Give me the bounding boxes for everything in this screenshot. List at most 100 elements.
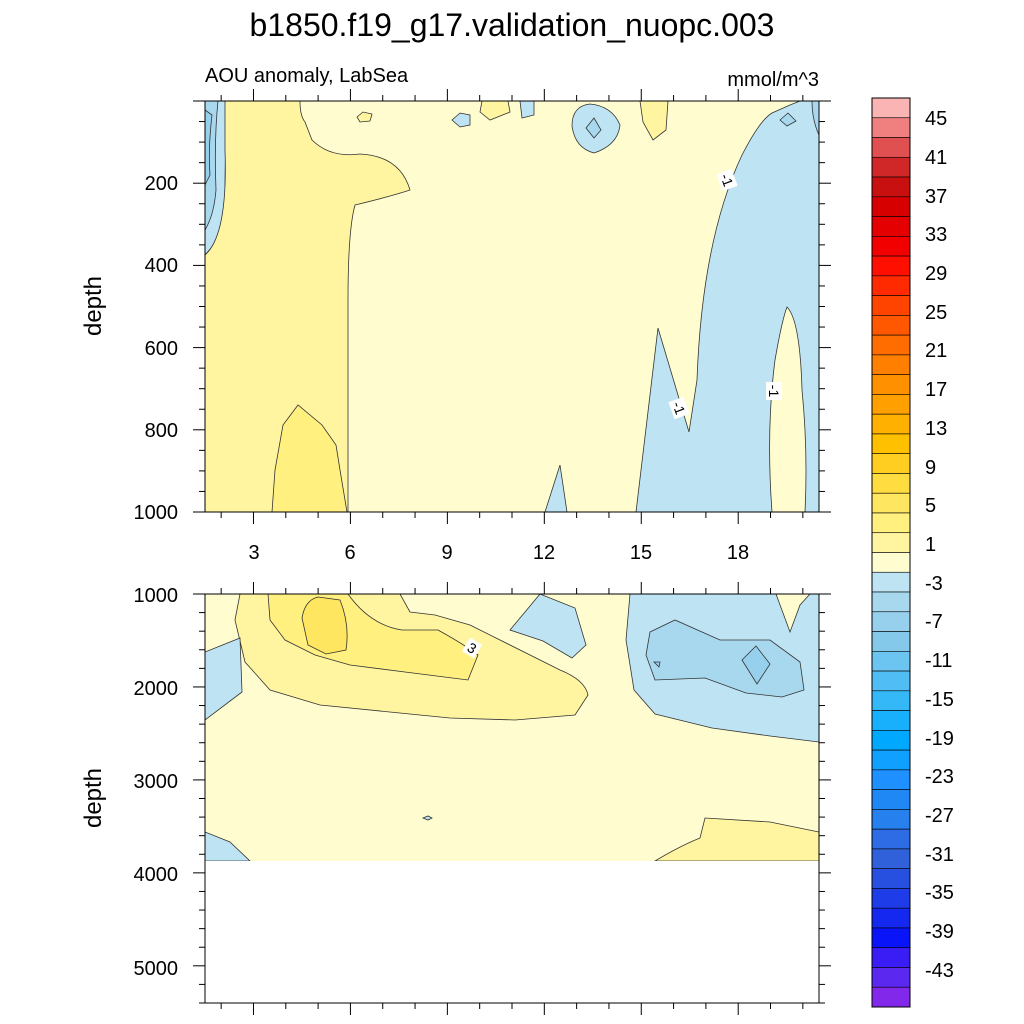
colorbar-box-26	[871, 611, 911, 632]
colorbar-label-19: -31	[925, 844, 954, 866]
colorbar-box-20	[871, 492, 911, 514]
colorbar-box-3	[871, 156, 911, 178]
upper-x-tick-labels: 3 6 9 12 15 18	[248, 542, 749, 564]
colorbar-box-38	[871, 848, 911, 869]
colorbar-box-13	[871, 354, 911, 375]
colorbar-label-15: -15	[925, 689, 954, 711]
colorbar-label-0: 45	[925, 108, 947, 130]
colorbar-label-13: -7	[925, 611, 943, 633]
colorbar-box-25	[871, 591, 911, 613]
lower-fill-right-blue-4	[653, 661, 661, 668]
colorbar-box-29	[871, 670, 911, 692]
upper-y-ticks	[193, 100, 831, 513]
colorbar-label-18: -27	[925, 805, 954, 827]
lower-x-ticks	[220, 582, 804, 1015]
colorbar-box-34	[871, 769, 911, 790]
colorbar-label-11: 1	[925, 534, 936, 556]
upper-fill-bottom-spike	[544, 464, 568, 512]
colorbar-box-30	[871, 690, 911, 711]
colorbar-label-6: 21	[925, 340, 947, 362]
x-tick-label-3: 3	[248, 542, 259, 564]
colorbar-boxes	[871, 97, 911, 1008]
lower-fill-mid-blue	[509, 594, 587, 659]
colorbar-box-12	[871, 334, 911, 356]
colorbar-box-6	[871, 216, 911, 237]
colorbar-label-22: -43	[925, 960, 954, 982]
upper-fill-pocket-e-inner	[585, 117, 602, 139]
colorbar-box-42	[871, 927, 911, 949]
lower-fill-yellow-deep	[301, 596, 348, 655]
upper-fill-pocket-f	[639, 101, 669, 141]
upper-y-tick-labels: 200 400 600 800 1000	[134, 173, 179, 524]
lower-fill-bottom-right-yellow	[654, 817, 819, 861]
colorbar-box-24	[871, 571, 911, 593]
colorbar: 45 41 37 33 29 25 21 17 13 9 5 1 -3 -7 -…	[871, 97, 954, 1008]
lower-y-tick-labels: 1000 2000 3000 4000 5000	[134, 585, 179, 980]
chart-title: b1850.f19_g17.validation_nuopc.003	[250, 7, 775, 43]
x-tick-label-6: 6	[344, 542, 355, 564]
colorbar-box-10	[871, 295, 911, 316]
lower-y-ticks	[193, 593, 831, 1004]
colorbar-label-9: 9	[925, 457, 936, 479]
colorbar-label-5: 25	[925, 302, 947, 324]
colorbar-box-36	[871, 809, 911, 830]
colorbar-box-19	[871, 473, 911, 494]
contour-label-upper-3: -1	[766, 382, 782, 400]
svg-text:-1: -1	[669, 399, 688, 416]
upper-y-tick-label-800: 800	[145, 420, 178, 442]
lower-panel: depth 1000 2000 3000 4000 5000 3	[80, 582, 831, 1015]
upper-fill-pocket-d	[519, 101, 535, 119]
colorbar-box-23	[871, 552, 911, 573]
upper-y-tick-label-600: 600	[145, 338, 178, 360]
colorbar-label-12: -3	[925, 573, 943, 595]
upper-fill-yellow-pocket	[271, 404, 348, 512]
colorbar-box-17	[871, 433, 911, 454]
colorbar-box-45	[871, 986, 911, 1008]
upper-fill-left-blue-3	[205, 109, 213, 186]
lower-fill-tiny-blue	[421, 815, 433, 821]
colorbar-box-15	[871, 394, 911, 415]
colorbar-box-37	[871, 828, 911, 850]
colorbar-label-16: -19	[925, 728, 954, 750]
svg-text:-1: -1	[766, 385, 782, 398]
lower-y-tick-label-2000: 2000	[134, 678, 179, 700]
lower-y-label: depth	[80, 768, 107, 828]
colorbar-box-31	[871, 710, 911, 731]
upper-fill-pocket-g	[779, 112, 797, 127]
colorbar-box-28	[871, 651, 911, 672]
colorbar-box-5	[871, 196, 911, 217]
colorbar-label-20: -35	[925, 882, 954, 904]
upper-x-ticks	[220, 89, 804, 524]
colorbar-box-32	[871, 730, 911, 751]
upper-y-label: depth	[80, 276, 107, 336]
chart-subtitle-left: AOU anomaly, LabSea	[205, 65, 409, 87]
x-tick-label-9: 9	[441, 542, 452, 564]
colorbar-label-21: -39	[925, 921, 954, 943]
colorbar-box-41	[871, 907, 911, 929]
colorbar-box-8	[871, 255, 911, 277]
colorbar-label-2: 37	[925, 186, 947, 208]
colorbar-box-1	[871, 117, 911, 138]
colorbar-box-44	[871, 967, 911, 988]
contour-label-upper-1: -1	[716, 168, 738, 192]
colorbar-label-14: -11	[925, 650, 952, 672]
upper-y-tick-label-200: 200	[145, 173, 178, 195]
x-tick-label-12: 12	[533, 542, 555, 564]
lower-y-tick-label-3000: 3000	[134, 771, 179, 793]
lower-y-tick-label-1000: 1000	[134, 585, 179, 607]
colorbar-labels: 45 41 37 33 29 25 21 17 13 9 5 1 -3 -7 -…	[925, 108, 954, 982]
x-tick-label-15: 15	[630, 542, 652, 564]
x-tick-label-18: 18	[727, 542, 749, 564]
colorbar-box-21	[871, 512, 911, 534]
lower-fill-right-blue-3	[741, 645, 771, 685]
colorbar-label-1: 41	[925, 147, 947, 169]
colorbar-box-33	[871, 749, 911, 771]
colorbar-box-18	[871, 453, 911, 474]
lower-fill-left-blue	[205, 637, 243, 721]
colorbar-box-14	[871, 374, 911, 395]
colorbar-label-3: 33	[925, 224, 947, 246]
colorbar-label-8: 13	[925, 418, 947, 440]
colorbar-box-9	[871, 275, 911, 296]
colorbar-box-16	[871, 413, 911, 435]
contour-label-upper-2: -1	[668, 396, 690, 420]
